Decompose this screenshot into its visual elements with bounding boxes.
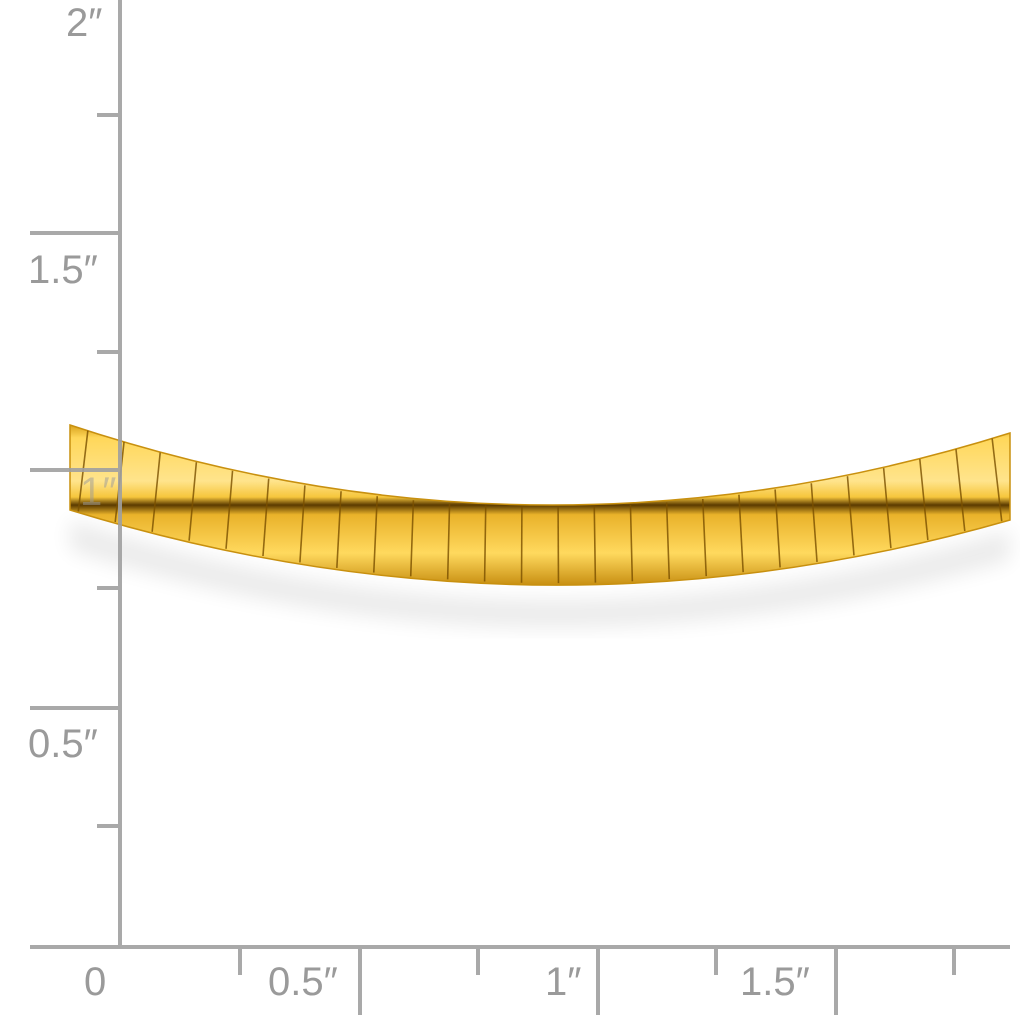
ruler <box>30 0 1010 1015</box>
necklace-link-line <box>882 468 892 549</box>
necklace-link-line <box>701 498 708 577</box>
vertical-label-1: 1″ <box>80 470 116 514</box>
necklace-link-line <box>955 449 966 532</box>
horizontal-label-0: 0 <box>84 960 106 1004</box>
necklace-link-line <box>593 506 597 583</box>
necklace-link-line <box>846 476 855 556</box>
necklace-link-line <box>991 438 1003 522</box>
horizontal-label-1-5: 1.5″ <box>740 960 810 1004</box>
necklace-link-line <box>738 494 744 573</box>
horizontal-label-1: 1″ <box>545 960 581 1004</box>
necklace-link-line <box>810 483 818 562</box>
necklace <box>69 423 1011 628</box>
necklace-link-line <box>225 470 234 549</box>
necklace-link-line <box>188 462 198 541</box>
ruler-labels: 2″ 1.5″ 1″ 0.5″ 0 0.5″ 1″ 1.5″ <box>28 1 810 1004</box>
necklace-link-line <box>372 496 379 573</box>
necklace-link-line <box>409 500 415 577</box>
necklace-link-line <box>483 505 487 582</box>
horizontal-label-0-5: 0.5″ <box>268 960 338 1004</box>
necklace-links <box>77 430 1003 584</box>
necklace-link-line <box>665 502 671 580</box>
necklace-link-line <box>774 489 781 568</box>
vertical-label-1-5: 1.5″ <box>28 248 98 292</box>
necklace-link-line <box>299 485 306 563</box>
necklace-band <box>69 423 1011 586</box>
necklace-link-line <box>629 504 634 582</box>
vertical-label-0-5: 0.5″ <box>28 722 98 766</box>
necklace-shadow <box>70 520 1010 628</box>
necklace-link-line <box>336 491 342 568</box>
necklace-link-line <box>919 459 929 541</box>
necklace-link-line <box>446 503 451 580</box>
necklace-link-line <box>151 452 161 532</box>
necklace-link-line <box>262 478 270 557</box>
vertical-label-2: 2″ <box>66 1 102 45</box>
